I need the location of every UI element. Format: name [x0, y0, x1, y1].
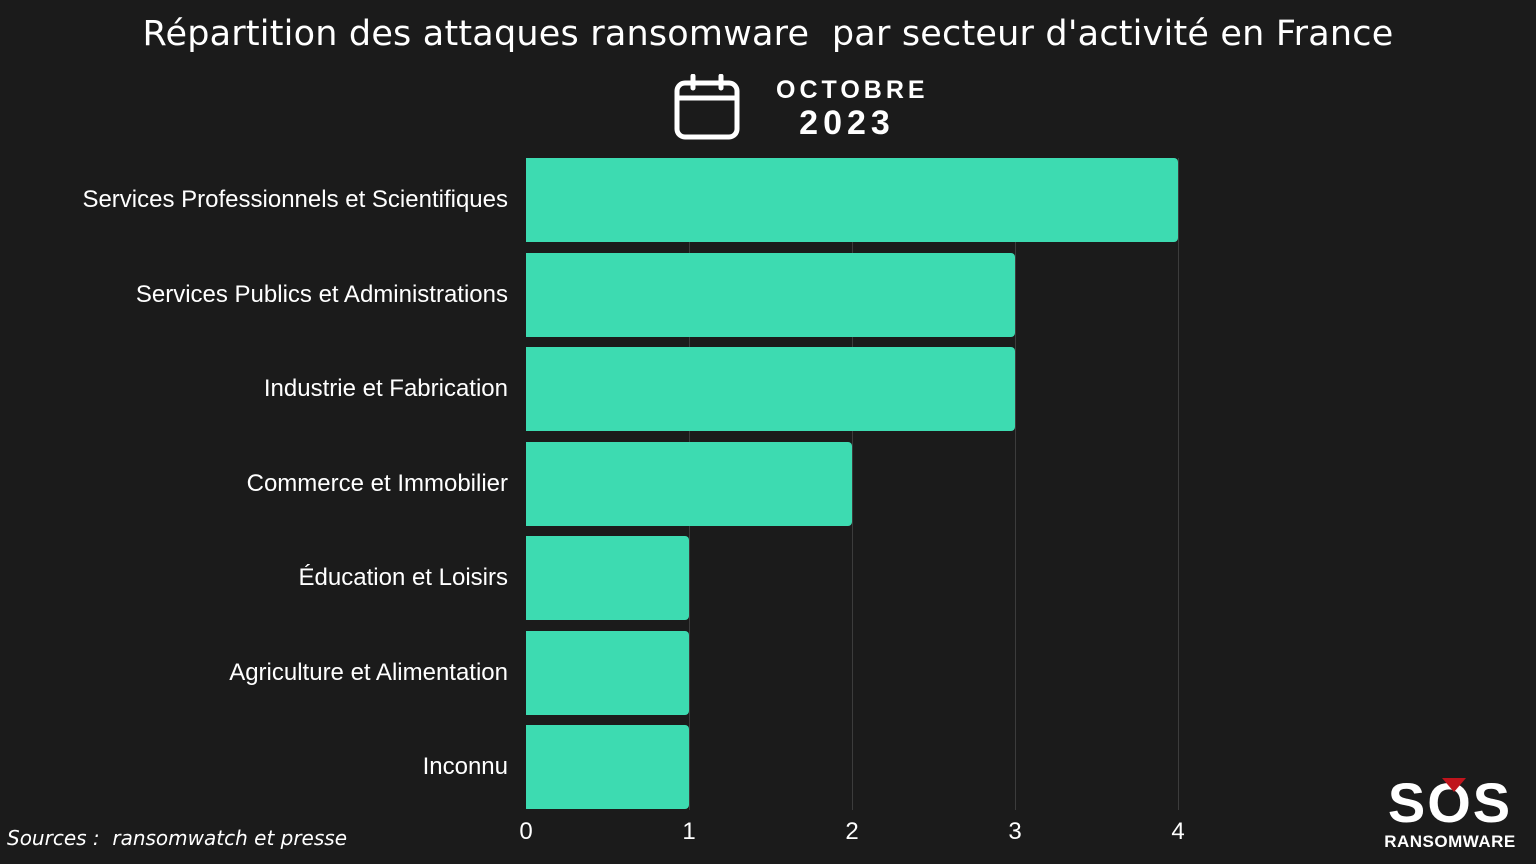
- sos-ransomware-logo: SOS RANSOMWARE: [1370, 771, 1530, 856]
- category-label: Commerce et Immobilier: [246, 469, 508, 497]
- x-tick-label: 2: [845, 818, 859, 845]
- date-block: OCTOBRE 2023: [674, 74, 934, 142]
- bar: [526, 347, 1015, 431]
- calendar-icon: [674, 74, 740, 140]
- category-label: Inconnu: [422, 753, 508, 780]
- logo-accent-triangle: [1442, 778, 1466, 792]
- category-label: Industrie et Fabrication: [263, 375, 508, 402]
- x-tick-label: 4: [1171, 818, 1185, 845]
- bar: [526, 630, 689, 715]
- x-tick-label: 0: [519, 818, 533, 845]
- gridline: [852, 158, 853, 810]
- x-tick-label: 1: [682, 818, 696, 845]
- source-note: Sources : ransomwatch et presse: [7, 826, 348, 850]
- logo-sub-text: RANSOMWARE: [1384, 832, 1516, 851]
- bar: [526, 536, 689, 620]
- chart-title: Répartition des attaques ransomware par …: [142, 14, 1394, 54]
- plot-area: [526, 158, 1206, 810]
- gridline: [1178, 158, 1179, 810]
- bar: [526, 441, 852, 526]
- category-label: Services Publics et Administrations: [135, 280, 508, 308]
- bar: [526, 252, 1015, 337]
- bar: [526, 725, 689, 809]
- month-label: OCTOBRE: [776, 76, 929, 104]
- x-tick-label: 3: [1008, 818, 1022, 845]
- year-label: 2023: [799, 104, 895, 142]
- category-label: Agriculture et Alimentation: [229, 658, 508, 686]
- gridline: [1015, 158, 1016, 810]
- category-label: Services Professionnels et Scientifiques: [82, 186, 508, 213]
- category-label: Éducation et Loisirs: [298, 564, 508, 591]
- bar: [526, 158, 1178, 242]
